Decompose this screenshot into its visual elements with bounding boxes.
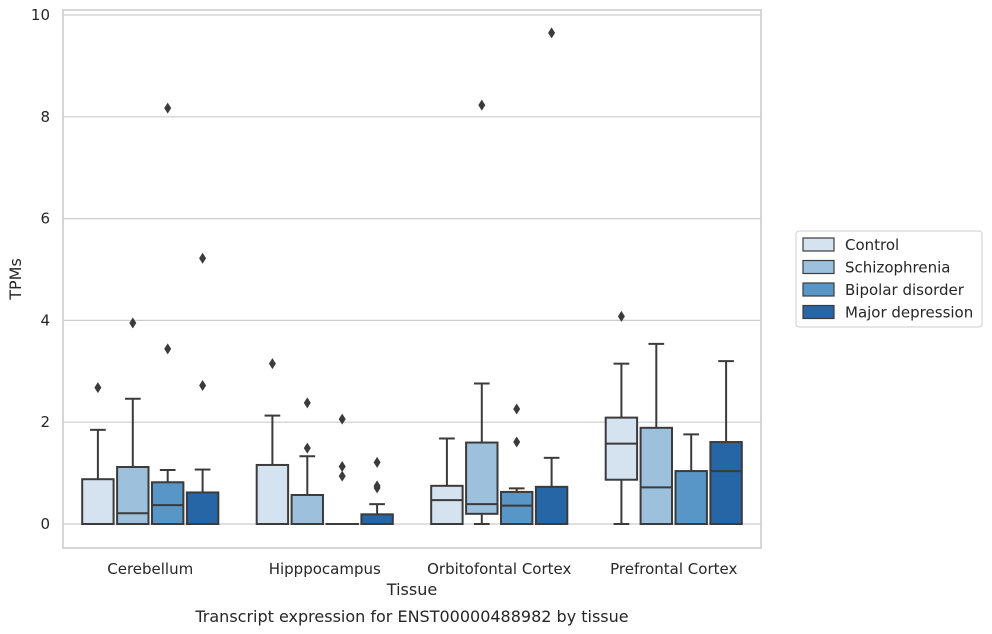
box-schizophrenia-orbitofontal-cortex — [465, 99, 499, 525]
outlier-point — [513, 403, 521, 415]
box-control-prefrontal-cortex — [604, 310, 639, 525]
outlier-point — [338, 470, 346, 482]
legend-swatch — [802, 237, 835, 252]
legend-swatch — [802, 259, 835, 275]
y-tick-label: 6 — [40, 210, 50, 228]
box-body — [709, 441, 743, 525]
box-major-depression-cerebellum — [185, 252, 220, 525]
box-major-depression-hipppocampus — [360, 456, 394, 525]
x-tick-label: Hipppocampus — [269, 560, 381, 578]
legend-label: Bipolar disorder — [845, 281, 965, 299]
box-body — [255, 463, 290, 525]
outlier-point — [199, 380, 207, 392]
legend-frame — [795, 230, 983, 328]
outlier-point — [94, 382, 102, 394]
outlier-point — [338, 460, 346, 472]
legend-swatch — [802, 304, 835, 320]
x-axis-label: Tissue — [386, 580, 437, 599]
outlier-point — [164, 343, 172, 355]
box-body — [465, 441, 499, 515]
box-body — [674, 470, 708, 525]
box-body — [290, 493, 325, 525]
outlier-point — [129, 317, 137, 329]
x-tick-label: Prefrontal Cortex — [610, 560, 737, 578]
outlier-point — [478, 99, 486, 111]
box-body — [185, 491, 220, 525]
box-bipolar-disorder-cerebellum — [150, 102, 185, 525]
box-body — [150, 481, 185, 525]
x-tick-label: Cerebellum — [107, 560, 193, 578]
box-schizophrenia-hipppocampus — [290, 397, 325, 525]
box-body — [639, 426, 674, 526]
box-control-cerebellum — [81, 382, 115, 526]
box-bipolar-disorder-prefrontal-cortex — [674, 433, 708, 525]
plot-area-frame — [62, 9, 762, 549]
legend-label: Control — [845, 236, 899, 254]
legend-swatch — [802, 282, 835, 297]
y-tick-label: 4 — [40, 311, 50, 329]
y-tick-label: 0 — [40, 515, 50, 533]
y-tick-label: 8 — [40, 108, 50, 126]
box-body — [534, 485, 569, 525]
box-body — [81, 478, 115, 526]
x-tick-label: Orbitofontal Cortex — [427, 560, 571, 578]
box-bipolar-disorder-hipppocampus — [325, 413, 359, 526]
box-schizophrenia-prefrontal-cortex — [639, 342, 674, 526]
box-body — [116, 465, 150, 526]
outlier-point — [373, 480, 381, 492]
box-bipolar-disorder-orbitofontal-cortex — [499, 403, 534, 526]
box-control-hipppocampus — [255, 358, 290, 525]
outlier-point — [513, 436, 521, 448]
x-tick-labels: Cerebellum Hipppocampus Orbitofontal Corte… — [107, 560, 737, 578]
box-body — [430, 484, 464, 526]
legend-label: Schizophrenia — [845, 259, 950, 277]
y-axis-label: TPMs — [6, 258, 25, 301]
outlier-point — [303, 397, 311, 409]
box-series — [81, 27, 743, 526]
box-control-orbitofontal-cortex — [430, 437, 464, 526]
outlier-point — [338, 413, 346, 425]
legend: Control Schizophrenia Bipolar disorder Majo… — [795, 230, 983, 328]
legend-label: Major depression — [845, 304, 973, 322]
y-tick-labels: 0 2 4 6 8 10 — [31, 6, 50, 533]
outlier-point — [373, 456, 381, 468]
outlier-point — [199, 252, 207, 264]
outlier-point — [303, 442, 311, 454]
box-major-depression-prefrontal-cortex — [709, 360, 743, 525]
figure-caption: Transcript expression for ENST0000048898… — [194, 607, 628, 626]
box-body — [604, 416, 639, 481]
y-tick-label: 2 — [40, 413, 50, 431]
outlier-point — [164, 102, 172, 114]
box-major-depression-orbitofontal-cortex — [534, 27, 569, 525]
box-body — [499, 490, 534, 526]
outlier-point — [548, 27, 556, 39]
box-body — [360, 513, 394, 525]
outlier-point — [617, 310, 625, 322]
y-tick-label: 10 — [31, 6, 50, 24]
outlier-point — [268, 358, 276, 370]
box-schizophrenia-cerebellum — [116, 317, 150, 526]
